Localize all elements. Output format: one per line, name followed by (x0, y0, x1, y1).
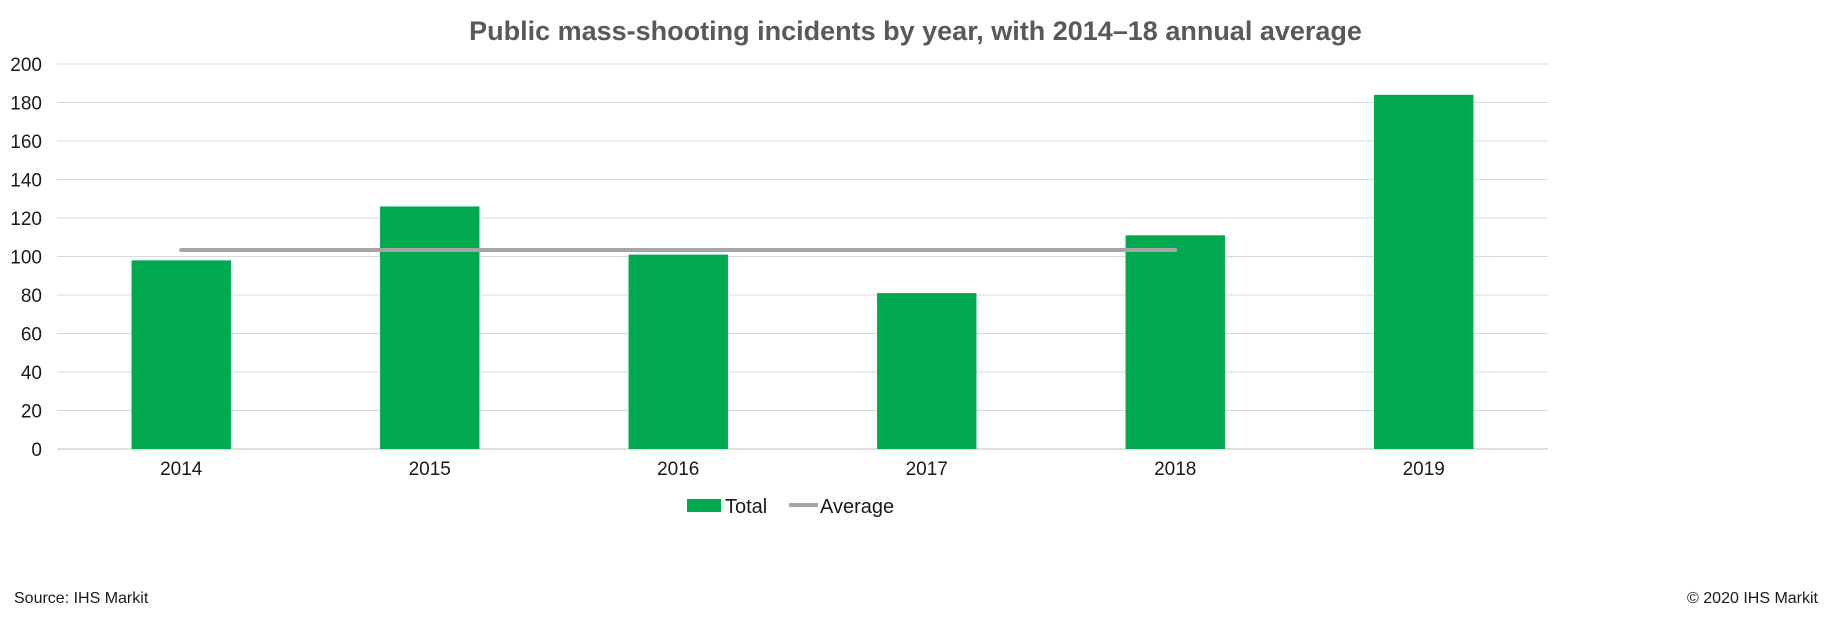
bar-total-2014 (131, 260, 231, 449)
legend-label-total: Total (725, 496, 767, 518)
y-tick-label: 100 (10, 248, 42, 269)
y-axis: 0 20 40 60 80 100 120 140 160 180 200 (10, 55, 42, 461)
y-tick-label: 180 (10, 94, 42, 115)
x-axis: 2014 2015 2016 2017 2018 2019 (160, 459, 1445, 480)
x-tick-label: 2018 (1154, 459, 1196, 480)
bar-total-2019 (1374, 94, 1474, 450)
y-tick-label: 0 (31, 440, 42, 461)
legend-swatch-total (687, 499, 721, 512)
y-tick-label: 140 (10, 171, 42, 192)
gridlines (57, 63, 1548, 450)
bar-total-2018 (1125, 235, 1225, 449)
legend-label-average: Average (820, 496, 894, 518)
y-tick-label: 20 (21, 402, 42, 423)
y-tick-label: 160 (10, 132, 42, 153)
bar-total-2017 (877, 293, 977, 449)
x-tick-label: 2019 (1403, 459, 1445, 480)
copyright-note: © 2020 IHS Markit (1687, 590, 1818, 607)
bars-total (131, 94, 1474, 450)
y-tick-label: 120 (10, 209, 42, 230)
x-tick-label: 2016 (657, 459, 699, 480)
bar-total-2016 (628, 254, 728, 449)
x-tick-label: 2017 (906, 459, 948, 480)
source-note: Source: IHS Markit (14, 590, 149, 607)
y-tick-label: 40 (21, 363, 42, 384)
legend: Total Average (687, 496, 894, 518)
chart-title: Public mass-shooting incidents by year, … (469, 16, 1362, 46)
y-tick-label: 200 (10, 55, 42, 76)
x-tick-label: 2015 (409, 459, 451, 480)
x-tick-label: 2014 (160, 459, 203, 480)
bar-total-2015 (380, 206, 480, 449)
y-tick-label: 60 (21, 325, 42, 346)
y-tick-label: 80 (21, 286, 42, 307)
